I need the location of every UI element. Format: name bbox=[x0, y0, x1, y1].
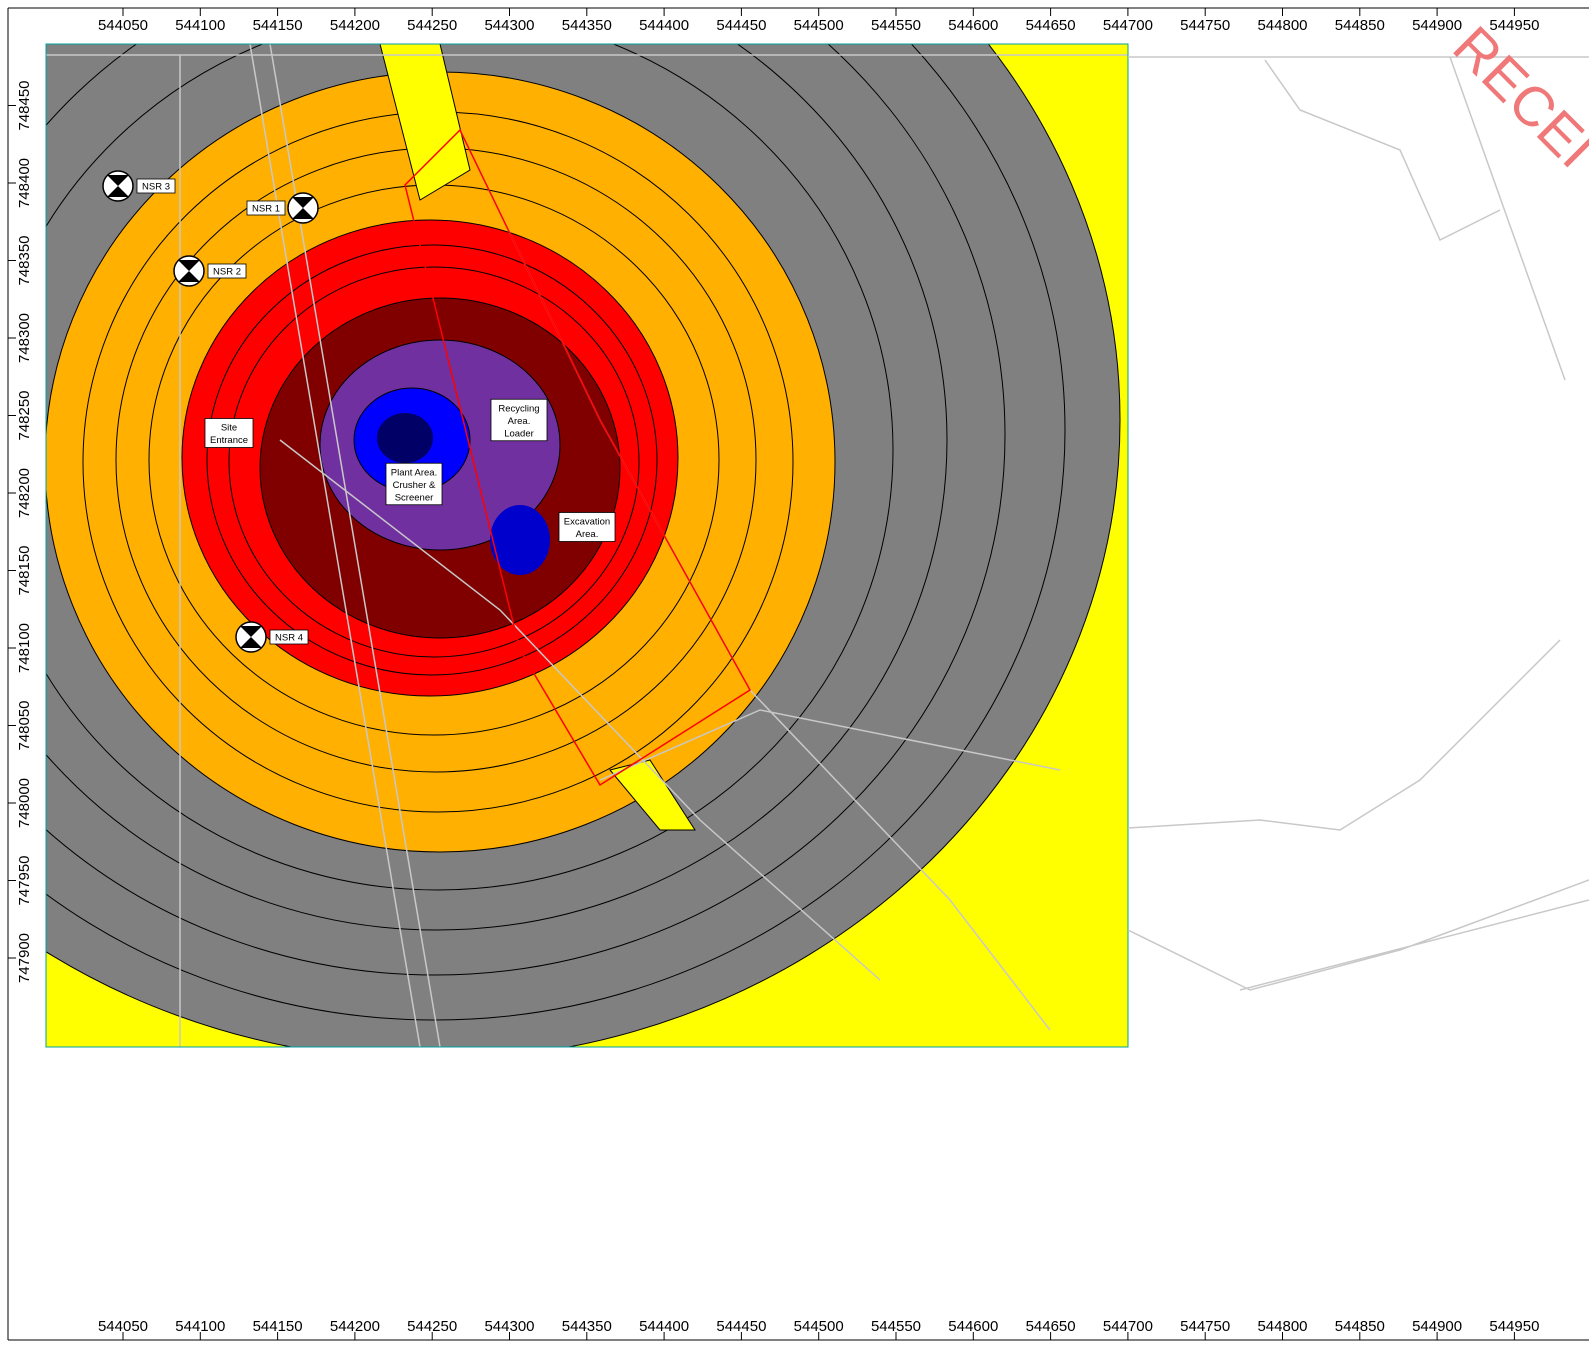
receptor: NSR 3 bbox=[102, 170, 176, 202]
y-tick-label: 748250 bbox=[16, 390, 33, 440]
x-tick-label: 544050 bbox=[98, 17, 148, 34]
area-label: Plant Area. bbox=[391, 467, 437, 478]
area-label: Crusher & bbox=[393, 480, 436, 491]
x-tick-label: 544450 bbox=[716, 1318, 766, 1335]
receptor-label: NSR 3 bbox=[142, 182, 170, 193]
y-tick-label: 748000 bbox=[16, 778, 33, 828]
area-label: Site bbox=[221, 423, 237, 434]
y-tick-label: 748050 bbox=[16, 700, 33, 750]
zone-blue bbox=[490, 505, 550, 575]
x-tick-label: 544400 bbox=[639, 1318, 689, 1335]
x-tick-label: 544150 bbox=[253, 17, 303, 34]
receptor-label-box bbox=[207, 263, 247, 279]
zone-navy bbox=[377, 413, 433, 463]
x-tick-label: 544200 bbox=[330, 17, 380, 34]
receptor: NSR 4 bbox=[235, 621, 309, 653]
area-label: Area. bbox=[508, 416, 531, 427]
x-tick-label: 544900 bbox=[1412, 17, 1462, 34]
area-label-box bbox=[558, 512, 616, 542]
contour-lines bbox=[206, 244, 658, 676]
x-tick-label: 544800 bbox=[1257, 17, 1307, 34]
x-tick-label: 544750 bbox=[1180, 1318, 1230, 1335]
y-tick-label: 748200 bbox=[16, 468, 33, 518]
x-tick-label: 544700 bbox=[1103, 17, 1153, 34]
y-tick-label: 748150 bbox=[16, 545, 33, 595]
x-tick-label: 544400 bbox=[639, 17, 689, 34]
area-label: Entrance bbox=[210, 435, 248, 446]
y-tick-label: 748300 bbox=[16, 313, 33, 363]
receptor-label-box bbox=[269, 629, 309, 645]
x-tick-label: 544850 bbox=[1335, 1318, 1385, 1335]
x-tick-label: 544650 bbox=[1026, 17, 1076, 34]
x-tick-label: 544150 bbox=[253, 1318, 303, 1335]
receptor-label: NSR 2 bbox=[213, 267, 241, 278]
area-label-box bbox=[204, 418, 254, 448]
x-tick-label: 544200 bbox=[330, 1318, 380, 1335]
x-tick-label: 544100 bbox=[175, 1318, 225, 1335]
receptor-label: NSR 1 bbox=[252, 204, 280, 215]
x-tick-label: 544650 bbox=[1026, 1318, 1076, 1335]
area-label: Loader bbox=[504, 428, 534, 439]
receptor-symbol bbox=[240, 626, 262, 648]
x-tick-label: 544450 bbox=[716, 17, 766, 34]
x-tick-label: 544500 bbox=[794, 17, 844, 34]
x-tick-label: 544900 bbox=[1412, 1318, 1462, 1335]
x-tick-label: 544250 bbox=[407, 1318, 457, 1335]
x-tick-label: 544550 bbox=[871, 17, 921, 34]
x-tick-label: 544250 bbox=[407, 17, 457, 34]
x-tick-label: 544850 bbox=[1335, 17, 1385, 34]
receptor: NSR 2 bbox=[173, 255, 247, 287]
x-tick-label: 544950 bbox=[1489, 1318, 1539, 1335]
outer-features bbox=[1127, 56, 1589, 991]
x-tick-label: 544350 bbox=[562, 1318, 612, 1335]
area-label: Screener bbox=[395, 492, 434, 503]
y-tick-label: 748400 bbox=[16, 158, 33, 208]
x-tick-label: 544700 bbox=[1103, 1318, 1153, 1335]
area-label: Excavation bbox=[564, 517, 610, 528]
y-tick-label: 748350 bbox=[16, 235, 33, 285]
area-label: Recycling bbox=[498, 403, 539, 414]
plot-border bbox=[45, 43, 1129, 1048]
receptor: NSR 1 bbox=[246, 192, 319, 224]
x-tick-label: 544300 bbox=[484, 17, 534, 34]
receptor-label-box bbox=[136, 178, 176, 194]
y-tick-label: 748450 bbox=[16, 80, 33, 130]
x-tick-label: 544950 bbox=[1489, 17, 1539, 34]
x-tick-label: 544500 bbox=[794, 1318, 844, 1335]
x-tick-label: 544550 bbox=[871, 1318, 921, 1335]
y-tick-label: 747900 bbox=[16, 933, 33, 983]
receptor-label-box bbox=[246, 200, 286, 216]
zone-yellow bbox=[379, 44, 471, 201]
area-label: Area. bbox=[576, 529, 599, 540]
site-boundary bbox=[404, 128, 751, 787]
area-label-box bbox=[385, 462, 443, 506]
x-tick-label: 544300 bbox=[484, 1318, 534, 1335]
y-tick-label: 748100 bbox=[16, 623, 33, 673]
receptor-symbol bbox=[107, 175, 129, 197]
x-tick-label: 544600 bbox=[948, 17, 998, 34]
x-tick-label: 544100 bbox=[175, 17, 225, 34]
receptor-symbol bbox=[292, 197, 314, 219]
receptor-symbol bbox=[178, 260, 200, 282]
x-tick-label: 544050 bbox=[98, 1318, 148, 1335]
x-tick-label: 544800 bbox=[1257, 1318, 1307, 1335]
x-tick-label: 544350 bbox=[562, 17, 612, 34]
x-tick-label: 544750 bbox=[1180, 17, 1230, 34]
receptor-label: NSR 4 bbox=[275, 633, 303, 644]
area-label-box bbox=[490, 398, 548, 442]
y-tick-label: 747950 bbox=[16, 855, 33, 905]
x-tick-label: 544600 bbox=[948, 1318, 998, 1335]
